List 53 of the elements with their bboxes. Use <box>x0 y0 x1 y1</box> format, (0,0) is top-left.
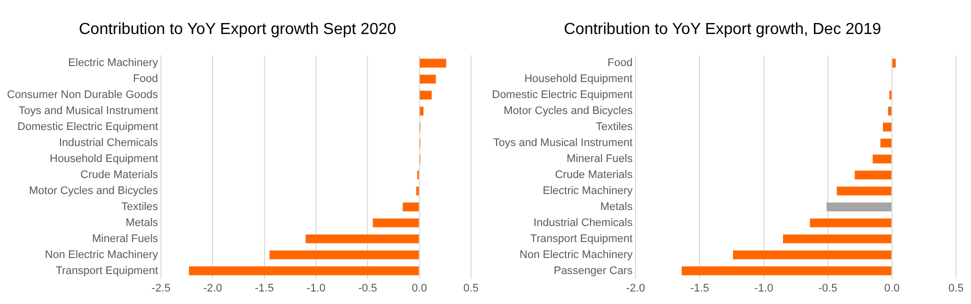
x-tick-label: -1.5 <box>254 282 274 294</box>
bar <box>420 90 432 100</box>
y-tick-label: Consumer Non Durable Goods <box>6 89 159 102</box>
y-tick-label: Industrial Chemicals <box>534 216 634 229</box>
x-tick-label: -2.5 <box>152 282 171 294</box>
y-tick-label: Domestic Electric Equipment <box>17 121 158 134</box>
y-tick-label: Motor Cycles and Bicycles <box>29 184 159 197</box>
y-tick-label: Textiles <box>121 200 159 213</box>
bar <box>420 58 446 68</box>
bar <box>372 218 419 228</box>
x-tick-label: -0.5 <box>818 282 838 294</box>
x-tick-label: -1.0 <box>754 282 774 294</box>
y-tick-label: Industrial Chemicals <box>58 137 159 150</box>
y-tick-label: Metals <box>600 200 634 213</box>
y-tick-label: Food <box>608 57 633 70</box>
bar <box>416 186 419 196</box>
x-tick-label: 0.5 <box>463 282 479 294</box>
y-tick-label: Food <box>132 73 158 86</box>
chart-title: Contribution to YoY Export growth Sept 2020 <box>78 21 396 38</box>
x-tick-label: 0.0 <box>412 282 427 294</box>
y-tick-label: Mineral Fuels <box>92 232 159 245</box>
y-tick-label: Electric Machinery <box>68 57 159 70</box>
y-tick-label: Metals <box>126 216 159 229</box>
x-tick-label: -2.0 <box>626 282 646 294</box>
y-tick-label: Crude Materials <box>554 169 634 182</box>
bar <box>306 234 419 244</box>
y-tick-label: Transport Equipment <box>56 264 158 277</box>
y-tick-label: Toys and Musical Instrument <box>18 105 158 118</box>
x-tick-label: -2.0 <box>203 282 222 294</box>
x-tick-label: -0.5 <box>358 282 378 294</box>
y-tick-label: Non Electric Machinery <box>44 248 159 261</box>
y-tick-label: Toys and Musical Instrument <box>493 137 633 150</box>
y-tick-label: Motor Cycles and Bicycles <box>504 105 634 118</box>
bar <box>420 106 424 116</box>
y-tick-label: Non Electric Machinery <box>520 248 634 261</box>
x-tick-label: -1.5 <box>690 282 710 294</box>
y-tick-label: Textiles <box>596 121 634 134</box>
y-tick-label: Domestic Electric Equipment <box>492 89 633 102</box>
y-tick-label: Electric Machinery <box>542 184 634 197</box>
bar <box>188 266 419 276</box>
x-tick-label: 0.0 <box>884 282 900 294</box>
y-tick-label: Household Equipment <box>524 73 633 86</box>
y-tick-label: Transport Equipment <box>530 232 633 245</box>
x-tick-label: 0.5 <box>948 282 964 294</box>
bar <box>420 74 436 84</box>
bar <box>402 202 419 212</box>
y-tick-label: Household Equipment <box>50 153 158 166</box>
y-tick-label: Passenger Cars <box>554 264 634 277</box>
y-tick-label: Crude Materials <box>80 169 159 182</box>
bar <box>270 250 419 260</box>
x-tick-label: -1.0 <box>306 282 326 294</box>
chart-title: Contribution to YoY Export growth, Dec 2019 <box>564 21 882 38</box>
y-tick-label: Mineral Fuels <box>566 153 634 166</box>
